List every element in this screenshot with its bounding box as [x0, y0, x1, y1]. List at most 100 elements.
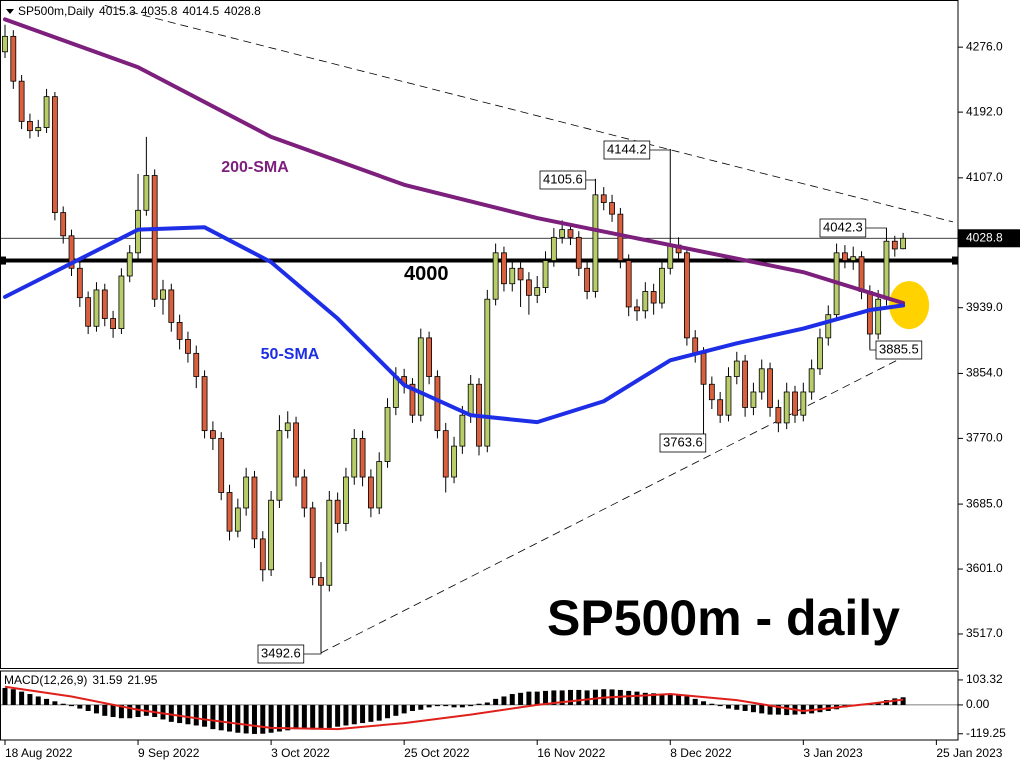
- sma-label: 50-SMA: [261, 346, 320, 363]
- candle-body: [318, 577, 324, 586]
- y-tick-label: 3685.0: [966, 496, 1003, 510]
- price-callout: 3492.6: [261, 645, 301, 660]
- macd-bar: [202, 704, 208, 727]
- candle-body: [742, 360, 749, 408]
- y-tick-label: 3939.0: [966, 300, 1003, 314]
- candle-body: [18, 80, 25, 122]
- macd-bar: [251, 704, 257, 734]
- candle-body: [634, 306, 640, 312]
- price-callout: 3763.6: [663, 434, 703, 449]
- macd-bar: [667, 694, 673, 705]
- macd-name: MACD(12,26,9): [4, 673, 87, 687]
- y-tick-label: 4107.0: [966, 170, 1003, 184]
- candle-body: [800, 391, 807, 416]
- last-low: 4014.5: [182, 4, 219, 18]
- level-start: [0, 256, 6, 265]
- candle-body: [442, 430, 449, 478]
- candle-body: [43, 96, 50, 128]
- candle-body: [717, 399, 724, 416]
- candle-body: [60, 212, 67, 237]
- candle-body: [68, 235, 75, 269]
- macd-bar: [227, 704, 233, 732]
- candle-body: [268, 499, 274, 571]
- candle-body: [600, 194, 607, 203]
- x-tick-label: 9 Sep 2022: [138, 746, 200, 760]
- candle-body: [276, 430, 283, 501]
- candle-body: [559, 229, 566, 238]
- macd-bar: [493, 698, 499, 705]
- macd-bar: [642, 692, 648, 705]
- candle-body: [733, 360, 740, 377]
- macd-bar: [310, 704, 316, 730]
- candle-body: [384, 407, 391, 462]
- macd-bar: [676, 694, 682, 705]
- candle-body: [659, 267, 665, 304]
- candle-body: [343, 476, 349, 524]
- callout-leader: [869, 349, 876, 351]
- last-open: 4015.3: [99, 4, 136, 18]
- callout-leader: [649, 149, 671, 151]
- macd-bar: [468, 704, 474, 707]
- candle-body: [542, 260, 549, 289]
- macd-bar: [759, 704, 765, 714]
- macd-bar: [443, 704, 449, 707]
- candle-body: [684, 252, 690, 339]
- macd-bar: [35, 696, 41, 705]
- candle-body: [118, 275, 125, 329]
- macd-signal: [4, 685, 904, 731]
- macd-bar: [343, 704, 349, 726]
- candle-body: [243, 476, 250, 509]
- macd-bar: [44, 698, 50, 705]
- y-tick-label: 3517.0: [966, 626, 1003, 640]
- macd-bar: [60, 703, 66, 705]
- macd-bar: [152, 704, 158, 718]
- macd-bar: [110, 704, 116, 718]
- macd-bar: [892, 698, 898, 705]
- candle-body: [584, 267, 591, 292]
- candle-body: [459, 414, 466, 447]
- macd-bar: [742, 704, 748, 711]
- y-tick-label: 3854.0: [966, 366, 1003, 380]
- macd-bar: [360, 704, 366, 724]
- macd-bar: [77, 704, 83, 709]
- macd-bar: [418, 704, 424, 710]
- candle-body: [359, 437, 366, 478]
- candle-body: [883, 240, 890, 300]
- candle-body: [817, 337, 823, 370]
- candle-body: [293, 422, 299, 478]
- macd-bar: [177, 704, 183, 724]
- candle-body: [409, 383, 416, 416]
- current-price-box: [958, 229, 1020, 248]
- candle-body: [367, 476, 374, 509]
- macd-bar: [484, 702, 490, 705]
- macd-bar: [459, 704, 465, 708]
- macd-bar: [775, 704, 781, 715]
- macd-bar: [235, 704, 241, 733]
- candle-body: [27, 120, 33, 132]
- candle-body: [900, 237, 907, 250]
- candle-body: [309, 507, 316, 578]
- candle-body: [467, 383, 474, 416]
- candle-body: [592, 194, 599, 292]
- last-close: 4028.8: [224, 4, 261, 18]
- menu-arrow: [6, 9, 14, 14]
- macd-y-tick-label: 0.00: [966, 697, 990, 711]
- macd-bar: [118, 704, 124, 719]
- macd-bar: [2, 687, 8, 705]
- candle-body: [517, 267, 524, 281]
- price-callout: 4144.2: [607, 141, 647, 156]
- macd-bar: [626, 690, 632, 705]
- macd-signal-value: 21.95: [127, 673, 157, 687]
- candle-body: [176, 322, 183, 340]
- sma-line: [2, 17, 906, 306]
- macd-bar: [385, 704, 391, 719]
- macd-bar: [102, 704, 108, 716]
- candle-body: [193, 352, 200, 377]
- symbol: SP500m,Daily: [18, 4, 94, 18]
- macd-bar: [501, 696, 507, 705]
- candle-body: [376, 461, 383, 509]
- macd-bar: [351, 704, 357, 725]
- candle-body: [10, 35, 17, 82]
